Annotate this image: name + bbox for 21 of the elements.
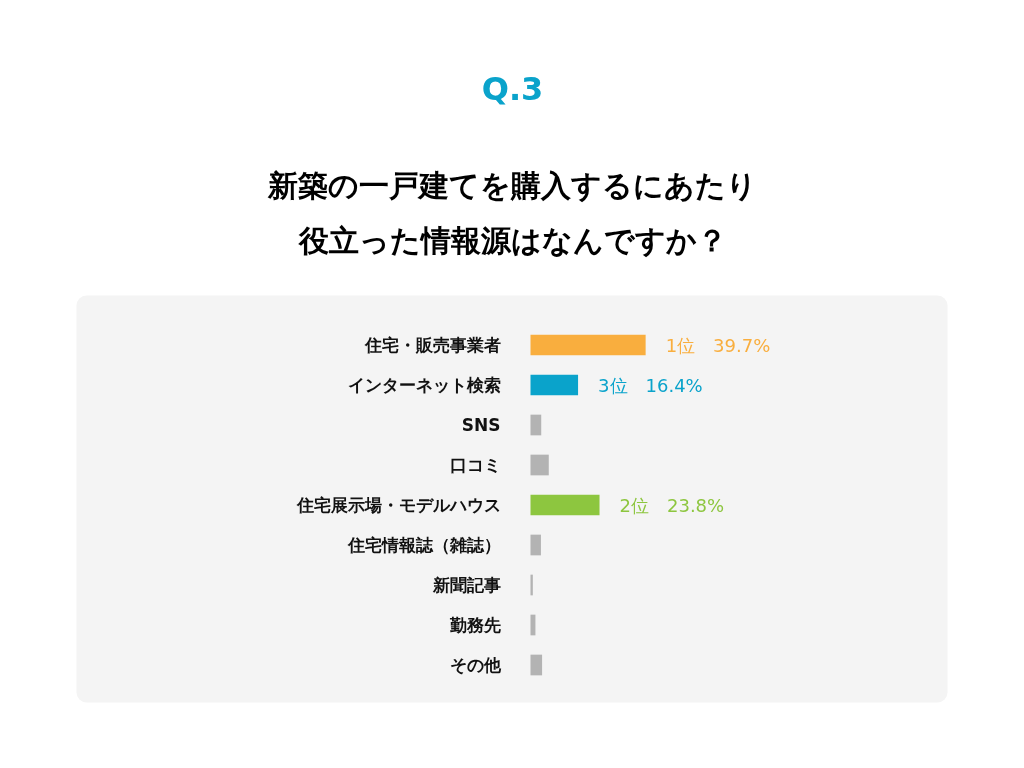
y-tick-label: 住宅・販売事業者 bbox=[363, 335, 501, 355]
y-tick-label: 住宅情報誌（雑誌） bbox=[346, 535, 501, 555]
chart-title: 新築の一戸建てを購入するにあたり役立った情報源はなんですか？ bbox=[267, 168, 757, 258]
y-tick-label: その他 bbox=[449, 655, 502, 675]
bar bbox=[530, 374, 579, 396]
bar bbox=[530, 414, 542, 436]
data-label: 2位 23.8% bbox=[619, 494, 725, 516]
text: Q.3 bbox=[481, 69, 544, 108]
y-tick-label: 口コミ bbox=[449, 455, 501, 475]
bar bbox=[530, 494, 600, 516]
data-label: 3位 16.4% bbox=[598, 374, 703, 396]
y-tick-label: 住宅展示場・モデルハウス bbox=[295, 495, 501, 515]
bar bbox=[530, 334, 646, 356]
bar bbox=[530, 454, 549, 476]
bar bbox=[530, 654, 543, 676]
y-tick-label: インターネット検索 bbox=[347, 375, 501, 395]
y-tick-label: SNS bbox=[461, 415, 501, 435]
bar bbox=[530, 534, 541, 556]
y-tick-label: 新聞記事 bbox=[431, 575, 501, 595]
y-tick-label: 勤務先 bbox=[448, 615, 501, 635]
data-label: 1位 39.7% bbox=[665, 334, 771, 356]
